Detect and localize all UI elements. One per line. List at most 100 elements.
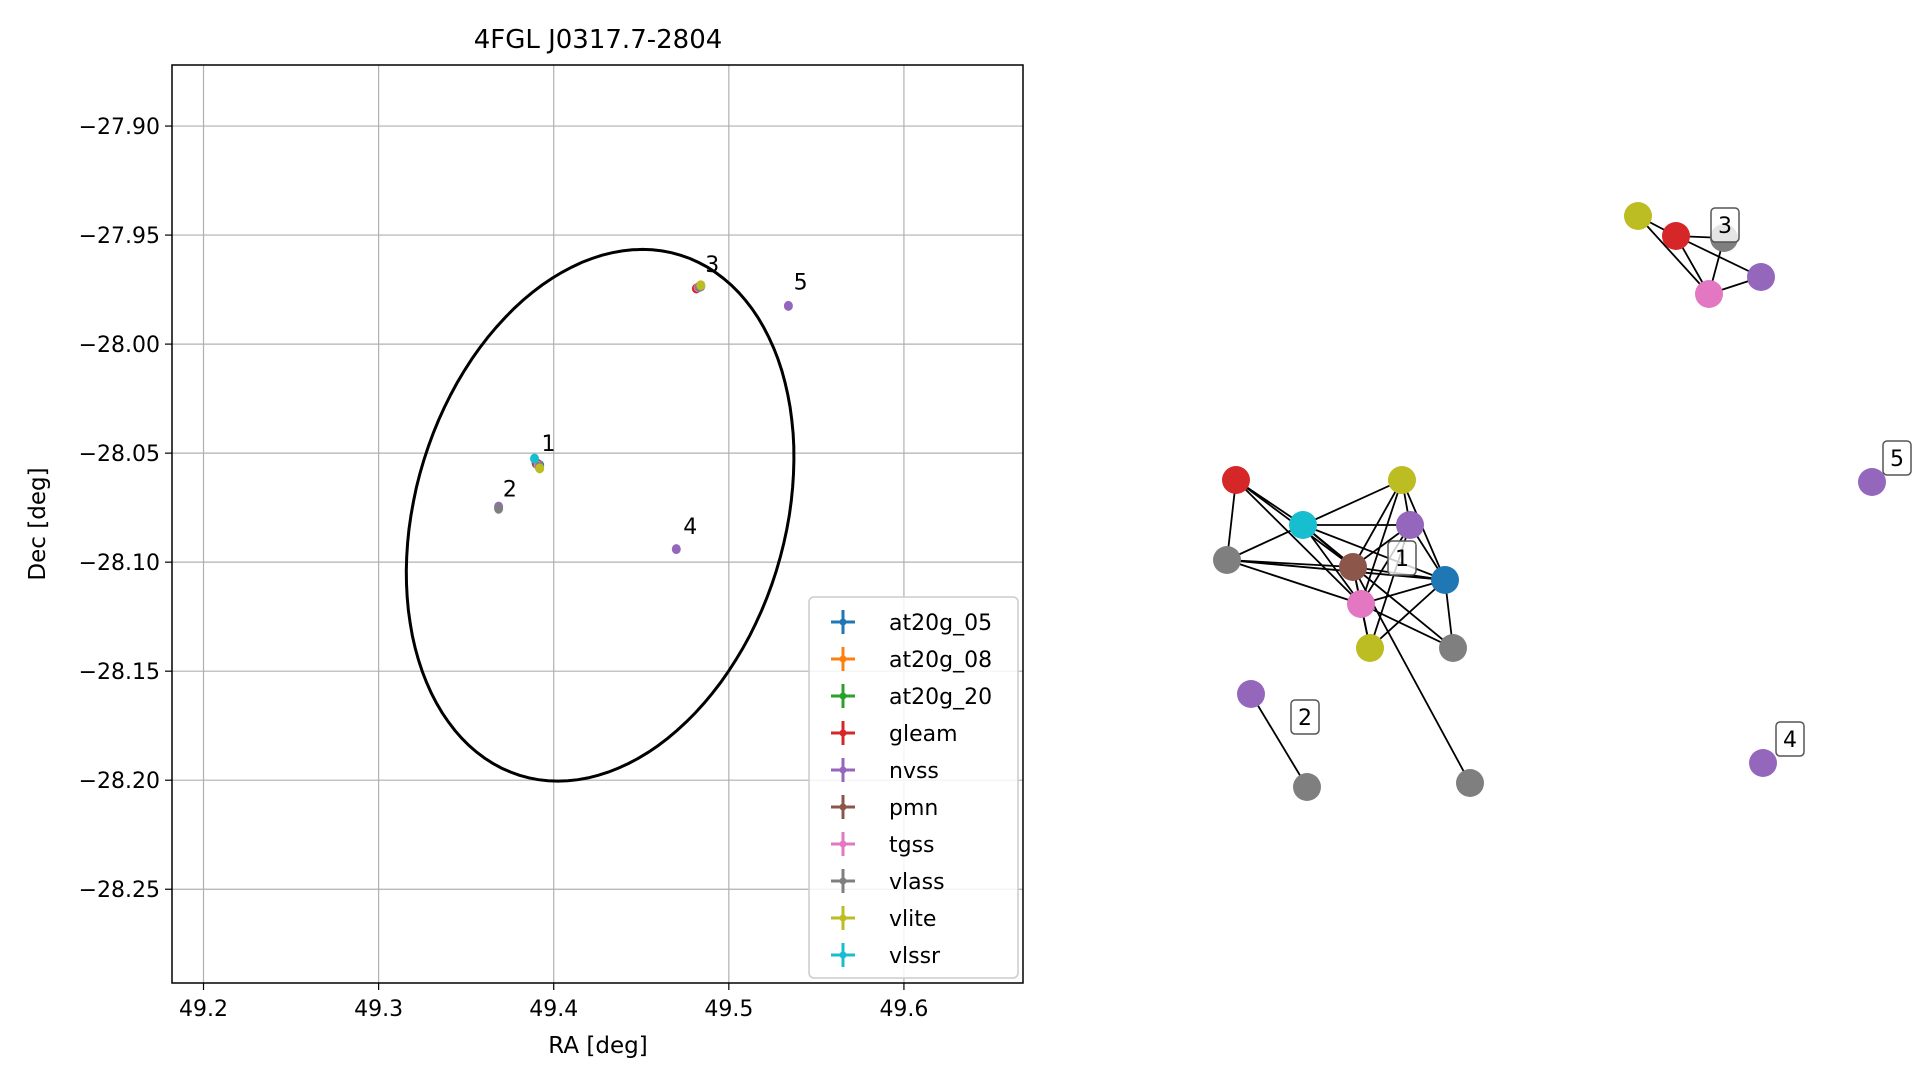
legend-label-vlite: vlite: [889, 907, 936, 932]
cluster-label-1: 1: [1395, 547, 1409, 572]
network-node-c2_purple: [1237, 680, 1265, 708]
network-node-c1_gray_far: [1456, 769, 1484, 797]
y-tick-label: −27.95: [79, 224, 160, 249]
source-label-2: 2: [503, 478, 517, 503]
network-edge: [1226, 559, 1362, 605]
network-cluster-labels: 1 2 3 4 5: [1290, 207, 1912, 757]
legend-dot-tgss: [839, 840, 847, 848]
x-axis-label: RA [deg]: [548, 1033, 647, 1059]
legend-label-gleam: gleam: [889, 722, 958, 747]
x-tick-label: 49.2: [179, 997, 228, 1022]
localization-ellipse: [404, 247, 796, 783]
network-node-c1_olive_bottom: [1356, 634, 1384, 662]
network-edge: [1302, 479, 1403, 526]
network-edge: [1226, 559, 1446, 581]
source-label-5: 5: [794, 271, 808, 296]
cluster-label-box-2: [1290, 699, 1320, 735]
legend-dot-vlite: [839, 914, 847, 922]
network-edge: [1637, 215, 1710, 295]
network-edge: [1369, 579, 1446, 649]
cluster-label-box-4: [1775, 721, 1805, 757]
legend-label-nvss: nvss: [889, 759, 939, 784]
data-point-vlite: [696, 280, 706, 291]
network-edge: [1360, 579, 1446, 605]
data-point-nvss: [671, 544, 681, 555]
network-edge: [1360, 603, 1454, 649]
legend-dot-pmn: [839, 803, 847, 811]
legend-label-pmn: pmn: [889, 796, 938, 821]
network-node-c1_gray_left: [1213, 546, 1241, 574]
data-point-vlite: [535, 463, 545, 474]
network-node-c1_red: [1222, 466, 1250, 494]
y-tick-label: −28.20: [79, 769, 160, 794]
source-label-1: 1: [542, 432, 556, 457]
legend-dot-vlssr: [839, 951, 847, 959]
cluster-label-box-3: [1710, 207, 1740, 243]
legend-label-vlass: vlass: [889, 870, 945, 895]
data-point-vlssr: [530, 453, 539, 464]
network-node-c1_pink: [1347, 590, 1375, 618]
legend-label-at20g_05: at20g_05: [889, 611, 992, 636]
network-edge: [1360, 524, 1411, 605]
network-node-c1_gray_right: [1439, 634, 1467, 662]
network-node-c2_gray: [1293, 773, 1321, 801]
data-point-vlass: [494, 503, 504, 514]
y-tick-label: −28.10: [79, 551, 160, 576]
network-edge: [1401, 479, 1446, 581]
x-tick-label: 49.4: [529, 997, 578, 1022]
legend-label-vlssr: vlssr: [889, 944, 941, 969]
source-labels: 12 3 4 5: [503, 253, 808, 540]
cluster-label-2: 2: [1298, 706, 1312, 731]
network-node-c1_olive_top: [1388, 466, 1416, 494]
data-points: [494, 280, 793, 555]
network-edge: [1302, 524, 1362, 605]
y-tick-label: −28.25: [79, 878, 160, 903]
legend-label-at20g_08: at20g_08: [889, 648, 992, 673]
legend-dot-gleam: [839, 729, 847, 737]
network-node-c1_cyan: [1289, 511, 1317, 539]
network-node-c1_purple: [1396, 511, 1424, 539]
cluster-label-box-5: [1882, 440, 1912, 476]
legend-dot-vlass: [839, 877, 847, 885]
x-tick-label: 49.5: [704, 997, 753, 1022]
network-node-c4_purple: [1749, 749, 1777, 777]
legend-dot-nvss: [839, 766, 847, 774]
cluster-label-5: 5: [1890, 447, 1904, 472]
source-label-3: 3: [705, 253, 719, 278]
legend-dot-at20g_05: [839, 618, 847, 626]
cluster-label-box-1: [1387, 540, 1417, 576]
cluster-label-4: 4: [1783, 728, 1797, 753]
y-tick-label: −27.90: [79, 115, 160, 140]
y-tick-label: −28.00: [79, 333, 160, 358]
axis-ticks: 49.2 49.3 49.4 49.5 49.6 −27.90 −27.95 −28.00 −2…: [79, 115, 929, 1022]
grid: [172, 65, 1023, 983]
y-tick-label: −28.05: [79, 442, 160, 467]
network-node-c1_blue: [1431, 566, 1459, 594]
network-node-c3_olive: [1624, 202, 1652, 230]
legend-frame: [808, 596, 1019, 979]
source-label-4: 4: [683, 515, 697, 540]
network-panel: 1 2 3 4 5: [1213, 202, 1912, 801]
x-tick-label: 49.3: [354, 997, 403, 1022]
network-edge: [1250, 693, 1308, 788]
network-node-c3_purple: [1747, 263, 1775, 291]
chart-title: 4FGL J0317.7-2804: [474, 25, 723, 55]
cluster-label-3: 3: [1718, 214, 1732, 239]
network-edge: [1352, 479, 1403, 568]
network-node-c5_purple: [1858, 468, 1886, 496]
network-node-c1_brown: [1339, 553, 1367, 581]
x-tick-label: 49.6: [879, 997, 928, 1022]
network-edge: [1360, 479, 1403, 605]
scatter-panel: 4FGL J0317.7-2804 12 3 4 5 49.2 49.3 49.4 49.5…: [25, 25, 1024, 1059]
ellipse-outline: [404, 247, 796, 783]
y-axis-label: Dec [deg]: [25, 467, 51, 580]
legend-dot-at20g_20: [839, 692, 847, 700]
data-point-nvss: [783, 300, 793, 311]
legend-dot-at20g_08: [839, 655, 847, 663]
network-node-c3_pink: [1695, 280, 1723, 308]
network-edge: [1302, 524, 1454, 649]
y-tick-label: −28.15: [79, 660, 160, 685]
network-node-c3_red: [1662, 222, 1690, 250]
